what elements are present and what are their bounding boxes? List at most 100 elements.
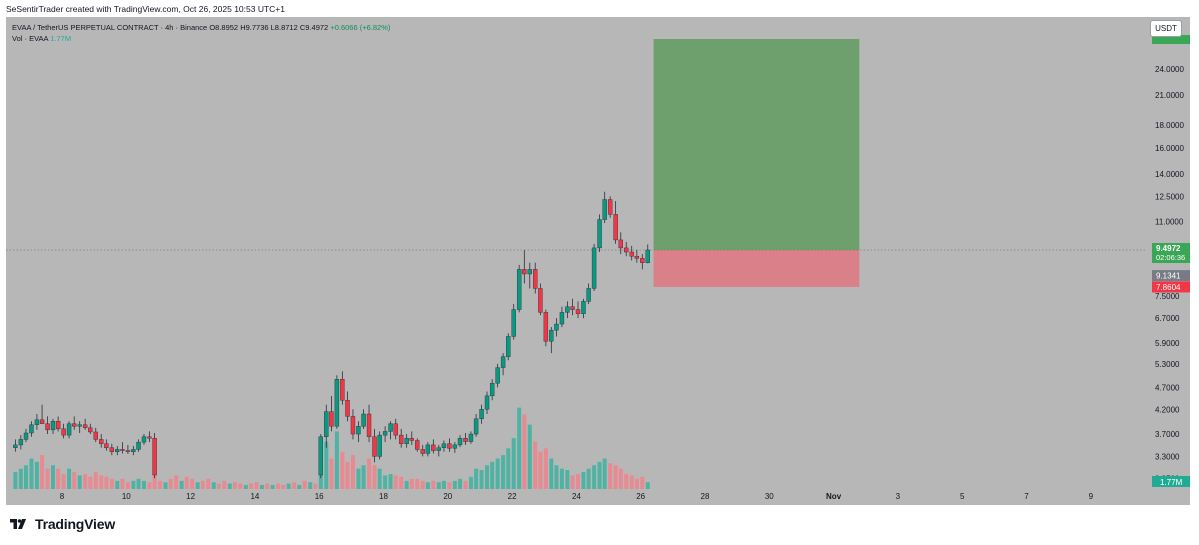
volume-bar (270, 484, 275, 489)
candle-body (511, 309, 516, 337)
volume-bar (88, 476, 93, 489)
candle-body (645, 249, 650, 263)
volume-bar (179, 480, 184, 489)
volume-bar (93, 472, 98, 489)
candle-body (404, 438, 409, 444)
volume-bar (297, 484, 302, 489)
volume-bar (211, 482, 216, 489)
candle-body (415, 440, 420, 450)
candle-body (50, 421, 56, 431)
candle-body (93, 431, 98, 440)
volume-bar (383, 475, 388, 489)
volume-bar (67, 468, 72, 489)
volume-bar (99, 475, 104, 489)
candle-body (559, 312, 565, 325)
candle-body (29, 424, 34, 434)
volume-bar (56, 468, 61, 489)
profit-zone (653, 39, 860, 250)
volume-bar (238, 483, 243, 489)
candle-body (527, 269, 532, 275)
volume-bar (265, 483, 270, 489)
candle-body (398, 434, 404, 444)
candle-body (356, 426, 361, 435)
candle-body (82, 424, 88, 429)
candle-body (624, 247, 629, 253)
volume-tag-bg (1152, 476, 1190, 487)
volume-bar (388, 474, 393, 489)
candle-body (543, 312, 549, 342)
volume-bar (634, 478, 639, 489)
candle-body (361, 413, 366, 427)
stop-price-tag-bg (1152, 281, 1190, 293)
candle-body (147, 436, 152, 439)
volume-bar (45, 468, 50, 489)
x-tick-label: 18 (379, 492, 388, 501)
volume-bar (227, 483, 232, 489)
currency-button[interactable]: USDT (1150, 20, 1182, 37)
gray-price-tag: 9.1341 (1156, 272, 1181, 281)
x-tick-label: 12 (186, 492, 195, 501)
candle-body (436, 447, 441, 451)
volume-bar (302, 480, 307, 489)
chart-area[interactable]: 24.0000 21.0000 18.0000 16.0000 14.0000 12.50… (6, 17, 1190, 505)
candle-body (634, 256, 640, 259)
candle-body (115, 449, 120, 452)
candle-body (586, 288, 591, 302)
volume-bar (613, 465, 618, 489)
volume-bar (184, 476, 189, 489)
x-tick-label: 28 (701, 492, 710, 501)
candle-body (350, 416, 356, 435)
tradingview-logo-icon (10, 519, 26, 529)
target-price-tag-bg (1152, 35, 1190, 44)
candle-body (377, 434, 382, 457)
y-tick-label: 5.3000 (1155, 360, 1180, 369)
candle-body (538, 288, 543, 313)
volume-bar (474, 468, 479, 489)
y-tick-label: 21.0000 (1155, 91, 1184, 100)
candle-body (13, 444, 18, 448)
chart-canvas[interactable]: 24.0000 21.0000 18.0000 16.0000 14.0000 12.50… (6, 17, 1190, 505)
y-tick-label: 18.0000 (1155, 121, 1184, 130)
volume-bar (104, 476, 109, 489)
candle-body (506, 336, 511, 357)
candle-body (468, 433, 474, 442)
candle-body (77, 424, 82, 427)
volume-bar (367, 458, 372, 489)
volume-bar (254, 482, 259, 489)
candle-body (409, 438, 414, 441)
candle-body (152, 438, 157, 476)
volume-bar (640, 476, 645, 489)
volume-bar (152, 468, 157, 489)
candle-body (88, 427, 93, 433)
volume-bar (174, 475, 179, 489)
volume-bar (431, 480, 436, 489)
legend-change: +0.6066 (+6.82%) (330, 23, 391, 32)
x-tick-label: 8 (60, 492, 65, 501)
volume-bar (645, 482, 650, 489)
x-tick-label: 14 (250, 492, 259, 501)
volume-bar (200, 480, 205, 489)
volume-bar (415, 478, 420, 489)
volume-bar (624, 474, 629, 489)
candle-body (613, 214, 618, 241)
volume-bar (50, 465, 55, 489)
volume-bar (463, 480, 468, 489)
candle-body (393, 423, 398, 436)
volume-bar (602, 458, 607, 489)
volume-bar (618, 468, 623, 489)
candle-body (549, 329, 554, 342)
volume-bar (216, 483, 221, 489)
candle-body (125, 450, 131, 452)
y-tick-label: 24.0000 (1155, 65, 1184, 74)
x-tick-label: 22 (508, 492, 517, 501)
volume-bar (136, 478, 141, 489)
candle-body (61, 428, 66, 436)
x-tick-label: 9 (1089, 492, 1094, 501)
y-tick-label: 16.0000 (1155, 144, 1184, 153)
volume-bar (18, 468, 23, 489)
candle-body (522, 269, 527, 275)
y-tick-label: 11.0000 (1155, 217, 1184, 226)
candle-body (366, 413, 372, 437)
volume-value: 1.77M (50, 34, 72, 43)
tradingview-logo[interactable]: TradingView (8, 516, 115, 532)
